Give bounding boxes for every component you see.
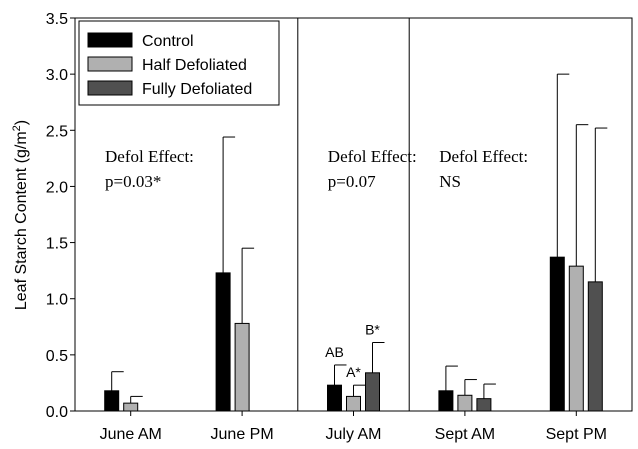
legend-label: Half Defoliated [142, 57, 247, 74]
legend-label: Fully Defoliated [142, 81, 252, 98]
y-axis: 0.0 0.5 1.0 1.5 2.0 2.5 3.0 3.5 [46, 11, 75, 421]
defol-effect-label: Defol Effect: [105, 147, 194, 166]
bar [438, 390, 454, 412]
significance-letter: B* [365, 322, 380, 338]
x-tick-label: July AM [325, 426, 381, 443]
defol-effect-label: Defol Effect: [328, 147, 417, 166]
legend-swatch [87, 56, 133, 72]
y-tick-label: 3.0 [46, 67, 68, 84]
bar [234, 322, 250, 412]
bar [457, 394, 473, 412]
bar [104, 390, 120, 412]
bar [123, 402, 139, 412]
x-tick-label: Sept PM [546, 426, 607, 443]
bar [476, 398, 492, 412]
bars [104, 256, 603, 412]
legend-label: Control [142, 33, 194, 50]
y-tick-label: 2.0 [46, 179, 68, 196]
y-axis-label: Leaf Starch Content (g/m2) [11, 120, 30, 310]
defol-effect-label: Defol Effect: [439, 147, 528, 166]
x-tick-label: Sept AM [435, 426, 495, 443]
significance-letter: A* [346, 364, 361, 380]
significance-letter: AB [325, 344, 344, 360]
y-tick-label: 1.5 [46, 236, 68, 253]
x-tick-label: June PM [211, 426, 274, 443]
bar [587, 281, 603, 412]
y-tick-label: 0.0 [46, 404, 68, 421]
x-axis: June AM June PM July AM Sept AM Sept PM [100, 411, 607, 443]
bar [365, 372, 380, 412]
bar [346, 395, 361, 412]
y-tick-label: 0.5 [46, 348, 68, 365]
bar [215, 272, 231, 412]
defol-effect-value: NS [439, 172, 461, 191]
error-bars [111, 73, 608, 404]
defol-effect-value: p=0.03* [105, 172, 161, 191]
defol-effect-value: p=0.07 [328, 172, 376, 191]
y-tick-label: 3.5 [46, 11, 68, 28]
legend-swatch [87, 80, 133, 96]
legend: Control Half Defoliated Fully Defoliated [78, 20, 280, 106]
bar [568, 265, 584, 412]
y-tick-label: 2.5 [46, 123, 68, 140]
legend-swatch [87, 32, 133, 48]
bar [327, 384, 342, 412]
annotations: Defol Effect: p=0.03* Defol Effect: p=0.07 D… [105, 147, 528, 380]
bar [549, 256, 565, 412]
x-tick-label: June AM [100, 426, 162, 443]
y-tick-label: 1.0 [46, 292, 68, 309]
